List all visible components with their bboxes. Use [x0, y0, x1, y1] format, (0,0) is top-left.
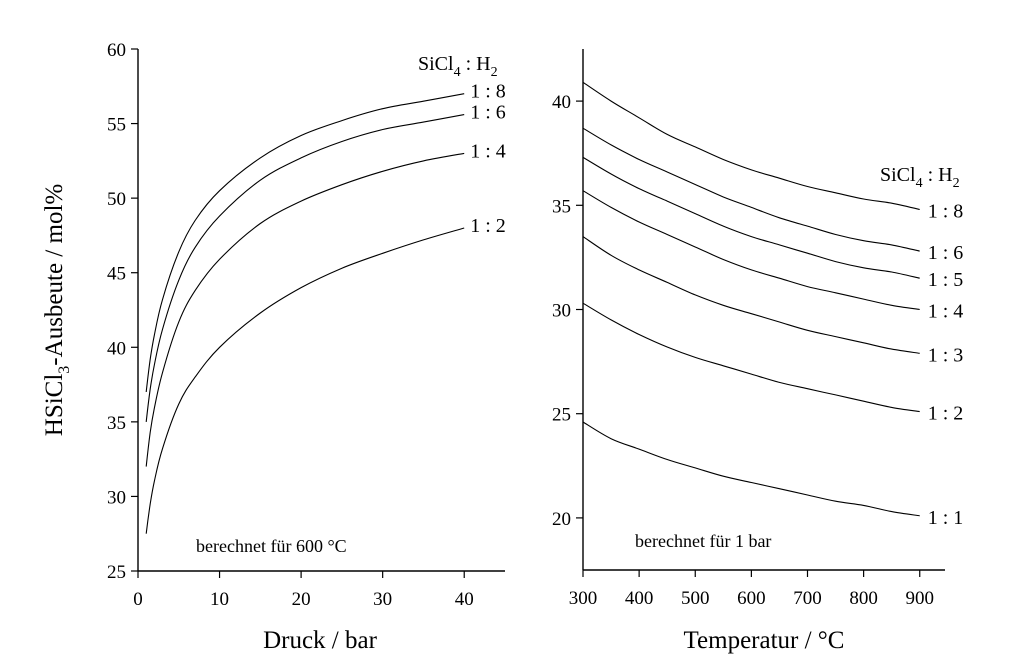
pressure-series-1-8	[145, 93, 465, 393]
pressure-series-label-1-8: 1 : 8	[470, 81, 506, 103]
temperature-legend-header: SiCl4 : H2	[880, 164, 960, 191]
legend-header-a: SiCl	[418, 53, 454, 75]
pressure-y-tick-label: 45	[107, 264, 126, 285]
legend-header-a-sub: 4	[454, 65, 461, 80]
temperature-series-1-3	[582, 236, 920, 354]
temperature-x-tick-label: 400	[625, 588, 654, 609]
pressure-series-label-1-4: 1 : 4	[470, 140, 506, 162]
legend-header-a-2: SiCl	[880, 164, 916, 186]
temperature-x-tick-label: 300	[569, 588, 598, 609]
temperature-ticks: 300 400 500 600 700 800 900 20 25 30 35 40	[552, 92, 934, 609]
temperature-series-label-1-4: 1 : 4	[928, 301, 964, 323]
y-axis-title-rest: -Ausbeute / mol%	[41, 184, 68, 366]
temperature-series-label-1-5: 1 : 5	[928, 269, 964, 291]
pressure-ticks: 0 10 20 30 40 25 30 35 40 45 50 55 60	[107, 40, 474, 610]
legend-header-a-sub-2: 4	[916, 176, 923, 191]
pressure-y-tick-label: 60	[107, 40, 126, 61]
pressure-y-tick-label: 25	[107, 562, 126, 583]
pressure-curve-labels: 1 : 81 : 6 1 : 4 1 : 2	[470, 81, 506, 237]
y-axis-title-sub: 3	[56, 366, 73, 374]
legend-header-sep-2: : H	[923, 164, 953, 186]
temperature-series-1-1	[582, 421, 920, 517]
pressure-series-1-2	[145, 227, 465, 534]
pressure-x-tick-label: 30	[373, 589, 392, 610]
temperature-x-tick-label: 700	[793, 588, 822, 609]
pressure-annotation: berechnet für 600 °C	[196, 536, 347, 556]
temperature-series-label-1-3: 1 : 3	[928, 344, 964, 366]
temperature-x-tick-label: 500	[681, 588, 710, 609]
pressure-curves	[145, 93, 465, 534]
temperature-annotation: berechnet für 1 bar	[635, 531, 771, 551]
temperature-curve-labels: 1 : 8 1 : 6 1 : 5 1 : 4 1 : 3 1 : 2 1 : 1	[928, 200, 964, 528]
legend-header-b-sub-2: 2	[953, 176, 960, 191]
temperature-series-1-8	[582, 81, 920, 211]
temperature-series-label-1-1: 1 : 1	[928, 507, 964, 529]
pressure-y-tick-label: 55	[107, 115, 126, 136]
temperature-curves	[582, 81, 920, 517]
pressure-legend-header: SiCl4 : H2	[418, 53, 498, 80]
pressure-series-label-1-2: 1 : 2	[470, 215, 506, 237]
pressure-y-tick-label: 30	[107, 487, 126, 508]
temperature-x-tick-label: 900	[905, 588, 934, 609]
pressure-y-tick-label: 35	[107, 413, 126, 434]
legend-header-sep: : H	[461, 53, 491, 75]
pressure-x-axis-title: Druck / bar	[263, 627, 378, 654]
temperature-x-axis-title: Temperatur / °C	[684, 627, 845, 654]
temperature-series-1-6	[582, 127, 920, 252]
pressure-series-label-1-6: 1 : 6	[470, 102, 506, 124]
pressure-x-tick-label: 10	[210, 589, 229, 610]
temperature-series-1-5	[582, 156, 920, 279]
temperature-series-label-1-6: 1 : 6	[928, 242, 964, 264]
pressure-x-tick-label: 0	[133, 589, 143, 610]
temperature-y-tick-label: 35	[552, 196, 571, 217]
y-axis-title-main: HSiCl	[41, 374, 68, 437]
temperature-x-tick-label: 800	[849, 588, 878, 609]
temperature-y-tick-label: 20	[552, 509, 571, 530]
temperature-y-tick-label: 40	[552, 92, 571, 113]
temperature-y-tick-label: 25	[552, 405, 571, 426]
pressure-series-1-6	[145, 114, 465, 422]
temperature-series-1-2	[582, 302, 920, 413]
pressure-series-1-4	[145, 152, 465, 467]
temperature-series-label-1-2: 1 : 2	[928, 403, 964, 425]
legend-header-b-sub: 2	[491, 65, 498, 80]
pressure-y-tick-label: 50	[107, 189, 126, 210]
temperature-series-1-4	[582, 190, 920, 311]
pressure-y-tick-label: 40	[107, 338, 126, 359]
temperature-y-tick-label: 30	[552, 301, 571, 322]
temperature-x-tick-label: 600	[737, 588, 766, 609]
pressure-x-tick-label: 40	[455, 589, 474, 610]
temperature-series-label-1-8: 1 : 8	[928, 200, 964, 222]
y-axis-title: HSiCl3-Ausbeute / mol%	[41, 184, 73, 436]
pressure-x-tick-label: 20	[292, 589, 311, 610]
